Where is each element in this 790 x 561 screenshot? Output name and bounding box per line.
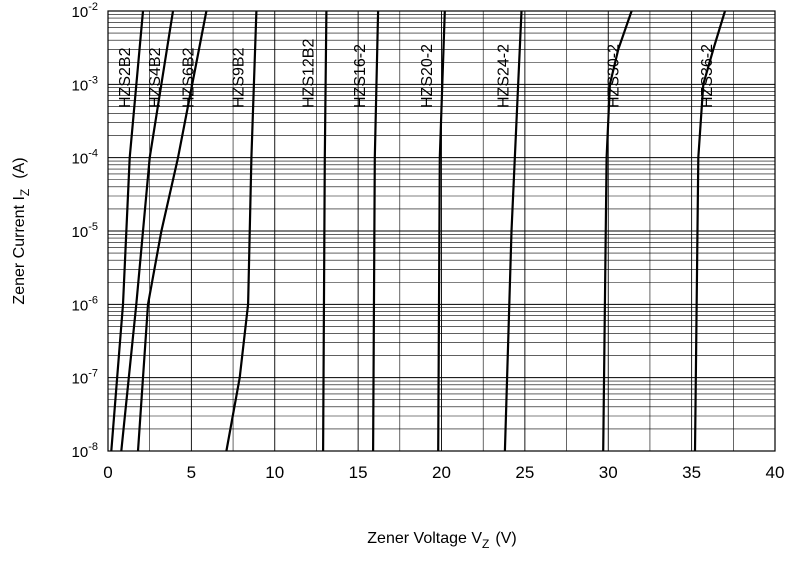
y-tick-label: 10-6 [72, 294, 98, 314]
x-axis-title: Zener Voltage VZ (V) [367, 530, 516, 551]
y-tick-label: 10-8 [72, 441, 98, 461]
x-tick-label: 40 [766, 463, 785, 482]
y-tick-base: 10 [72, 444, 89, 461]
x-tick-label: 0 [103, 463, 112, 482]
y-axis-title-unit: (A) [11, 157, 28, 178]
x-tick-label: 5 [187, 463, 196, 482]
y-tick-exponent: -2 [88, 1, 98, 13]
y-tick-exponent: -4 [88, 148, 98, 160]
plot-frame [107, 10, 776, 452]
series-label-HZS24-2: HZS24-2 [496, 44, 513, 108]
y-tick-exponent: -7 [88, 368, 98, 380]
curve-layer [110, 10, 727, 452]
y-tick-label: 10-3 [72, 74, 98, 94]
y-tick-exponent: -5 [88, 221, 98, 233]
y-tick-base: 10 [72, 371, 89, 388]
series-label-HZS9B2: HZS9B2 [230, 47, 247, 108]
y-axis-title-main: Zener Current I [11, 196, 28, 304]
y-axis-title: Zener Current IZ (A) [11, 157, 32, 304]
series-curve-HZS20-2 [437, 10, 446, 452]
x-axis-title-unit: (V) [495, 530, 516, 547]
x-tick-label: 10 [265, 463, 284, 482]
x-axis-title-main: Zener Voltage V [367, 530, 482, 547]
tick-label-layer: 0 5 10 15 20 25 30 35 4010-810-710-610-510-410-3… [72, 1, 785, 482]
y-tick-exponent: -8 [88, 441, 98, 453]
y-tick-base: 10 [72, 224, 89, 241]
y-tick-base: 10 [72, 4, 89, 21]
series-label-HZS12B2: HZS12B2 [300, 39, 317, 108]
y-tick-label: 10-4 [72, 148, 98, 168]
x-tick-label: 15 [349, 463, 368, 482]
series-label-HZS16-2: HZS16-2 [352, 44, 369, 108]
series-curve-HZS30-2 [602, 10, 633, 452]
x-axis-title-sub: Z [482, 537, 489, 551]
series-curve-HZS12B2 [322, 10, 328, 452]
y-tick-base: 10 [72, 297, 89, 314]
series-curve-HZS36-2 [693, 10, 727, 452]
y-tick-label: 10-7 [72, 368, 98, 388]
series-label-HZS4B2: HZS4B2 [147, 47, 164, 108]
series-curve-HZS24-2 [503, 10, 523, 452]
y-tick-base: 10 [72, 151, 89, 168]
x-tick-label: 35 [682, 463, 701, 482]
y-tick-label: 10-5 [72, 221, 98, 241]
series-curve-HZS6B2 [136, 10, 208, 452]
x-tick-label: 30 [599, 463, 618, 482]
series-curve-HZS16-2 [372, 10, 380, 452]
y-tick-base: 10 [72, 77, 89, 94]
series-label-HZS2B2: HZS2B2 [117, 47, 134, 108]
y-axis-title-sub: Z [18, 189, 32, 196]
series-label-layer: HZS2B2 HZS4B2 HZS6B2 HZS9B2 HZS12B2 HZS16-2 HZ… [117, 39, 716, 108]
series-label-HZS30-2: HZS30-2 [606, 44, 623, 108]
series-label-HZS20-2: HZS20-2 [419, 44, 436, 108]
series-label-HZS36-2: HZS36-2 [699, 44, 716, 108]
series-label-HZS6B2: HZS6B2 [180, 47, 197, 108]
series-curve-HZS9B2 [225, 10, 258, 452]
y-tick-label: 10-2 [72, 1, 98, 21]
series-curve-HZS4B2 [120, 10, 175, 452]
y-tick-exponent: -3 [88, 74, 98, 86]
x-tick-label: 20 [432, 463, 451, 482]
series-curve-HZS2B2 [110, 10, 145, 452]
x-tick-label: 25 [515, 463, 534, 482]
y-tick-exponent: -6 [88, 294, 98, 306]
